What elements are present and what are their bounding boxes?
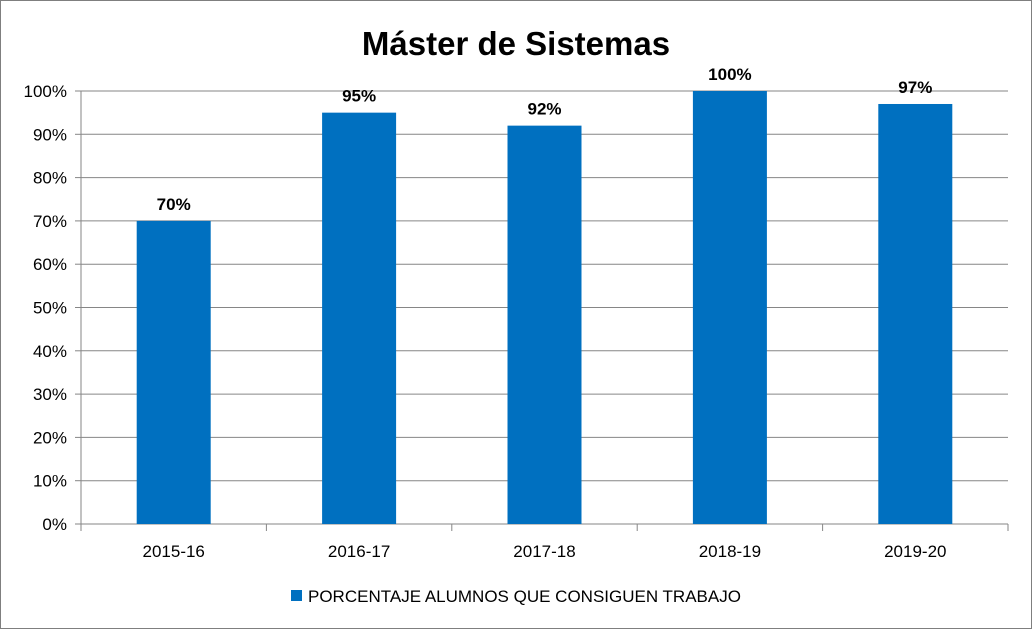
y-tick-label: 70% xyxy=(33,212,67,231)
y-tick-label: 30% xyxy=(33,385,67,404)
bar xyxy=(507,125,582,524)
y-tick-label: 40% xyxy=(33,342,67,361)
data-label: 100% xyxy=(708,65,751,84)
legend: PORCENTAJE ALUMNOS QUE CONSIGUEN TRABAJO xyxy=(291,587,741,606)
bar xyxy=(692,91,767,524)
x-tick-label: 2018-19 xyxy=(699,542,761,561)
data-label: 95% xyxy=(342,87,376,106)
legend-swatch xyxy=(291,590,302,601)
x-tick-label: 2017-18 xyxy=(513,542,575,561)
x-tick-label: 2015-16 xyxy=(143,542,205,561)
y-tick-label: 20% xyxy=(33,428,67,447)
bar xyxy=(136,220,211,524)
bar xyxy=(878,103,953,525)
data-label: 70% xyxy=(157,195,191,214)
y-tick-label: 90% xyxy=(33,125,67,144)
bar xyxy=(322,112,397,525)
y-tick-label: 60% xyxy=(33,255,67,274)
y-tick-label: 100% xyxy=(24,82,67,101)
x-tick-label: 2016-17 xyxy=(328,542,390,561)
chart-title: Máster de Sistemas xyxy=(362,25,670,62)
y-tick-label: 10% xyxy=(33,472,67,491)
bars xyxy=(136,91,953,525)
legend-label: PORCENTAJE ALUMNOS QUE CONSIGUEN TRABAJO xyxy=(308,587,741,606)
x-tick-label: 2019-20 xyxy=(884,542,946,561)
data-label: 92% xyxy=(527,100,561,119)
y-tick-label: 80% xyxy=(33,169,67,188)
data-labels: 70% 95% 92% 100% 97% xyxy=(157,65,933,214)
y-tick-label: 0% xyxy=(42,515,67,534)
y-tick-label: 50% xyxy=(33,299,67,318)
data-label: 97% xyxy=(898,78,932,97)
